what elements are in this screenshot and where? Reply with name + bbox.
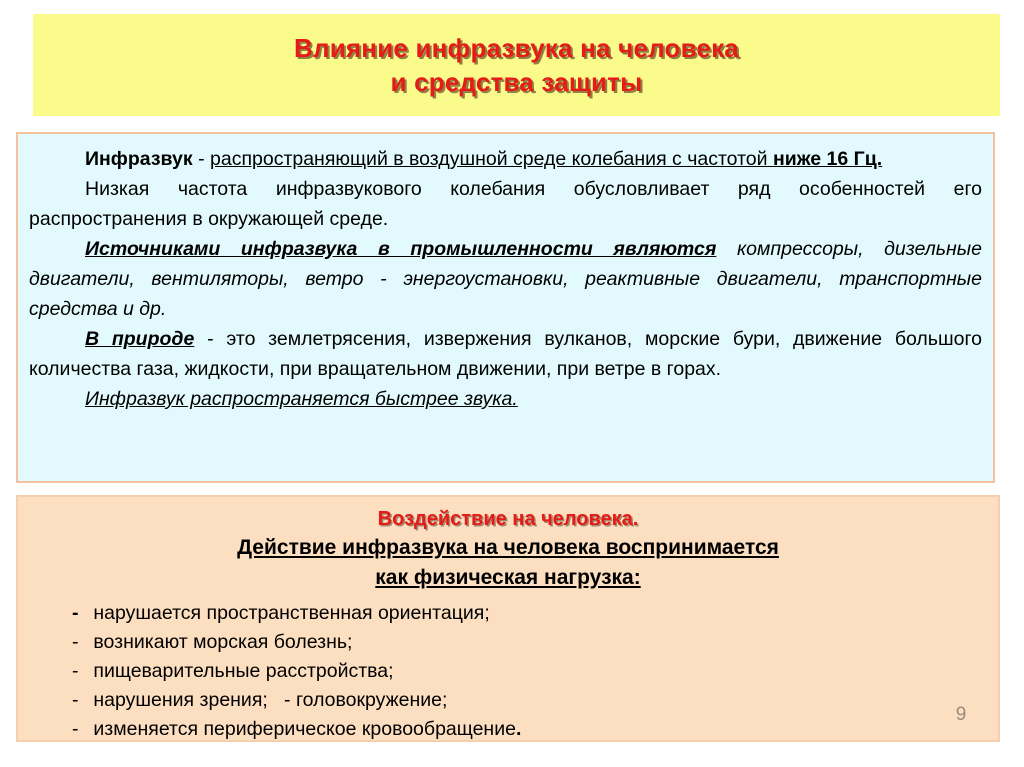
- definition-paragraph: Инфразвук - распространяющий в воздушной…: [29, 144, 982, 174]
- human-effects-title: Воздействие на человека.: [377, 508, 639, 530]
- human-effects-list: - нарушается пространственная ориентация…: [32, 599, 984, 744]
- definition-frequency-value: ниже 16 Гц.: [767, 148, 883, 170]
- definition-text: распространяющий в воздушной среде колеб…: [210, 148, 768, 170]
- human-effects-box: Воздействие на человека. Действие инфраз…: [16, 495, 1000, 742]
- slide-title-banner: Влияние инфразвука на человека и средств…: [33, 14, 1000, 116]
- bullet-dash-icon: -: [72, 602, 79, 624]
- industrial-sources-list: компрессоры, дизельные двигатели, вентил…: [29, 238, 982, 320]
- natural-sources-heading: В природе: [85, 328, 195, 350]
- list-item-label: изменяется периферическое кровообращение: [88, 718, 516, 740]
- list-item-label: нарушается пространственная ориентация;: [88, 602, 490, 624]
- infrasound-definition-box: Инфразвук - распространяющий в воздушной…: [16, 132, 995, 483]
- bullet-dash-icon: -: [72, 660, 79, 682]
- list-item-label: нарушения зрения; - головокружение;: [88, 689, 448, 711]
- low-frequency-paragraph: Низкая частота инфразвукового колебания …: [29, 178, 982, 230]
- bullet-dash-icon: -: [72, 718, 79, 740]
- definition-term: Инфразвук: [85, 148, 193, 170]
- natural-sources-paragraph: В природе - это землетрясения, извержени…: [29, 324, 982, 384]
- bullet-dash-icon: -: [72, 689, 79, 711]
- industrial-sources-heading: Источниками инфразвука в промышленности …: [85, 238, 717, 260]
- natural-sources-list: - это землетрясения, извержения вулканов…: [29, 328, 982, 380]
- industrial-sources-paragraph: Источниками инфразвука в промышленности …: [29, 234, 982, 324]
- definition-dash: -: [192, 148, 210, 170]
- list-item-period: .: [515, 718, 522, 740]
- speed-note-paragraph: Инфразвук распространяется быстрее звука…: [29, 384, 982, 414]
- slide-title-line-1: Влияние инфразвука на человека: [294, 33, 739, 63]
- list-item: - пищеварительные расстройства;: [32, 657, 984, 686]
- human-effects-subtitle-line-1: Действие инфразвука на человека восприни…: [237, 536, 779, 559]
- list-item: - нарушения зрения; - головокружение;: [32, 686, 984, 715]
- list-item: - возникают морская болезнь;: [32, 628, 984, 657]
- list-item: - изменяется периферическое кровообращен…: [32, 715, 984, 744]
- list-item: - нарушается пространственная ориентация…: [32, 599, 984, 628]
- bullet-dash-icon: -: [72, 631, 79, 653]
- slide-number: 9: [955, 704, 967, 725]
- human-effects-subtitle-line-2: как физическая нагрузка:: [375, 566, 641, 589]
- speed-note-text: Инфразвук распространяется быстрее звука…: [85, 388, 518, 410]
- slide-title-line-2: и средства защиты: [390, 67, 643, 97]
- list-item-label: возникают морская болезнь;: [88, 631, 353, 653]
- list-item-label: пищеварительные расстройства;: [88, 660, 394, 682]
